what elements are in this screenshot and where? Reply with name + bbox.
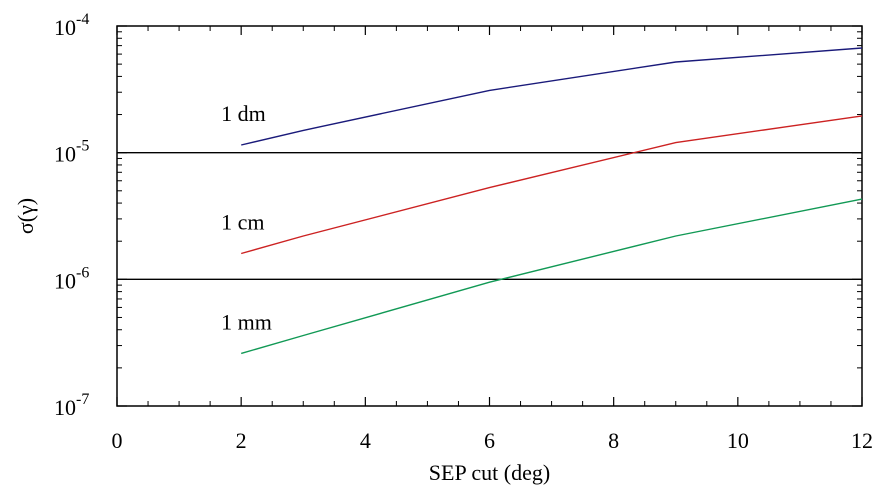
x-axis-title: SEP cut (deg) — [429, 460, 550, 485]
ticks-layer — [116, 25, 863, 407]
series-label-1-cm: 1 cm — [221, 209, 264, 234]
series-line-1-dm — [241, 47, 863, 146]
series-label-1-mm: 1 mm — [221, 309, 272, 334]
series-label-1-dm: 1 dm — [221, 101, 266, 126]
y-axis-title: σ(γ) — [13, 198, 38, 234]
x-tick-label: 12 — [851, 428, 873, 453]
y-tick-label: 10-5 — [54, 138, 89, 167]
x-tick-label: 6 — [484, 428, 495, 453]
series-line-1-mm — [241, 198, 863, 355]
x-tick-label: 4 — [360, 428, 371, 453]
x-tick-label: 10 — [727, 428, 749, 453]
x-tick-label: 2 — [236, 428, 247, 453]
x-tick-label: 8 — [608, 428, 619, 453]
series-line-1-cm — [241, 115, 863, 255]
y-tick-label: 10-7 — [54, 391, 89, 420]
series-layer: 1 dm 1 cm 1 mm — [221, 47, 863, 355]
x-tick-label: 0 — [112, 428, 123, 453]
tick-labels: 0 2 4 6 8 10 12 10-7 10-6 10-5 10-4 — [54, 11, 873, 453]
y-tick-label: 10-6 — [54, 264, 89, 293]
reference-lines — [117, 152, 862, 280]
y-tick-label: 10-4 — [54, 11, 89, 40]
